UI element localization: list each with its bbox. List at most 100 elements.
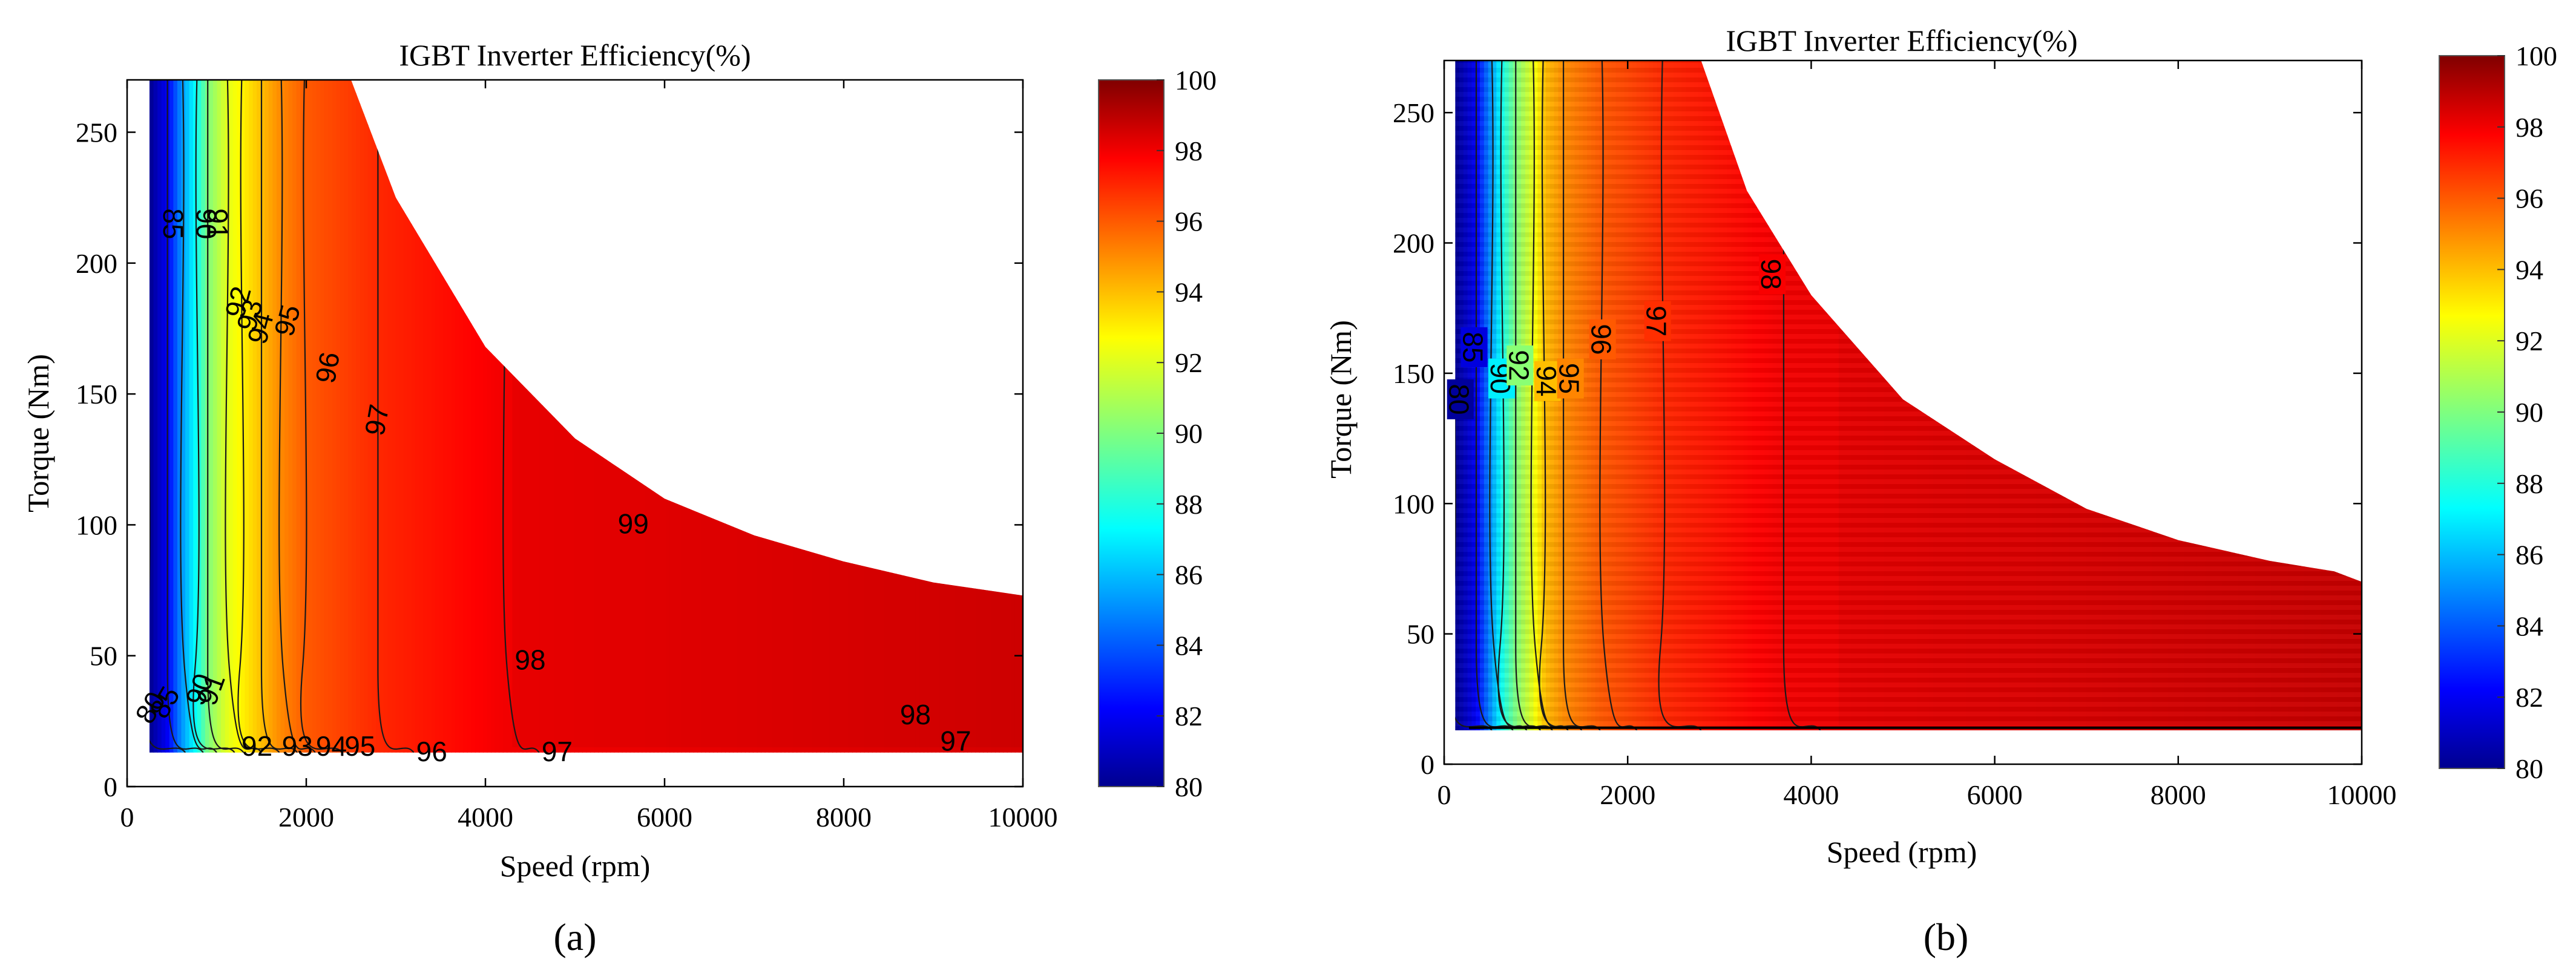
- y-tick-label: 250: [76, 117, 117, 148]
- y-tick-label: 150: [1393, 358, 1434, 389]
- colorbar-tick-label: 82: [2515, 682, 2543, 713]
- colorbar-a: 80 82 84 86 88 90 92 94 96 98 100: [1098, 65, 1217, 802]
- efficiency-band: [268, 80, 274, 753]
- efficiency-band: [316, 80, 321, 753]
- x-tick-label: 8000: [2150, 779, 2206, 810]
- efficiency-band: [367, 80, 373, 753]
- contour-line: [377, 80, 415, 753]
- contour-label: 99: [618, 508, 649, 539]
- contour-label: 92: [1503, 350, 1534, 381]
- efficiency-band: [419, 80, 424, 753]
- efficiency-band: [530, 80, 536, 753]
- contour-label: 98: [514, 644, 545, 675]
- y-tick-label: 0: [1421, 749, 1434, 780]
- efficiency-band: [546, 80, 551, 753]
- y-tick-label: 250: [1393, 97, 1434, 128]
- contour-label-bg: [1644, 301, 1671, 341]
- axes-box-b: [1443, 59, 2363, 765]
- colorbar-tick-label: 92: [1175, 347, 1203, 378]
- contour-label-group: 90: [191, 208, 222, 239]
- efficiency-band: [296, 80, 301, 753]
- contour-label-group: 98: [514, 644, 545, 675]
- contour-label-group: 95: [344, 730, 375, 762]
- efficiency-band: [451, 80, 456, 753]
- x-tick-label: 0: [120, 802, 134, 833]
- efficiency-band: [415, 80, 421, 753]
- contour-label: 95: [344, 730, 375, 762]
- contour-label-group: 98: [1755, 254, 1787, 295]
- contour-label-group: 80: [1444, 379, 1475, 419]
- efficiency-band: [522, 80, 528, 753]
- efficiency-band: [177, 80, 182, 753]
- colorbar-tick-label: 98: [2515, 112, 2543, 143]
- contour-label-group: 96: [309, 350, 346, 385]
- efficiency-band: [502, 80, 508, 753]
- contour-line: [237, 80, 280, 753]
- contour-label: 93: [282, 730, 313, 762]
- y-axis-label-a: Torque (Nm): [21, 354, 55, 512]
- efficiency-band: [403, 80, 409, 753]
- contour-label-group: 94: [316, 730, 347, 762]
- efficiency-band: [173, 80, 178, 753]
- x-tick-label: 6000: [637, 802, 692, 833]
- contour-label: 94: [316, 730, 347, 762]
- contour-label-group: 98: [900, 699, 931, 730]
- efficiency-band: [272, 80, 277, 753]
- efficiency-band: [157, 80, 162, 753]
- efficiency-band: [387, 80, 393, 753]
- efficiency-band: [197, 80, 202, 753]
- efficiency-band: [300, 80, 305, 753]
- contour-label: 98: [900, 699, 931, 730]
- efficiency-band: [276, 80, 281, 753]
- contour-label-group: 94: [1531, 361, 1562, 401]
- efficiency-band: [518, 80, 524, 753]
- colorbar-gradient-b: [2439, 55, 2505, 769]
- efficiency-band: [252, 80, 258, 753]
- efficiency-band: [538, 80, 544, 753]
- efficiency-band: [212, 80, 218, 753]
- efficiency-band: [217, 80, 222, 753]
- efficiency-band: [237, 80, 242, 753]
- contour-label-bg: [1589, 319, 1616, 359]
- colorbar-ticks-a: 80 82 84 86 88 90 92 94 96 98 100: [1157, 65, 1217, 802]
- efficiency-band: [467, 80, 472, 753]
- x-tick-label: 4000: [1783, 779, 1839, 810]
- efficiency-band: [399, 80, 404, 753]
- x-tick-label: 2000: [278, 802, 334, 833]
- y-tick-label: 200: [1393, 228, 1434, 259]
- efficiency-band: [499, 80, 504, 753]
- efficiency-band: [245, 80, 249, 753]
- colorbar-tick-label: 82: [1175, 701, 1203, 732]
- efficiency-band: [320, 80, 325, 753]
- efficiency-band: [542, 80, 547, 753]
- efficiency-band: [264, 80, 269, 753]
- efficiency-band: [482, 80, 488, 753]
- contour-label-group: 97: [1641, 301, 1672, 341]
- efficiency-band: [209, 80, 214, 753]
- efficiency-band: [510, 80, 516, 753]
- x-tick-label: 2000: [1600, 779, 1655, 810]
- efficiency-band: [185, 80, 190, 753]
- contour-label-group: 96: [1586, 319, 1617, 359]
- chart-title-b: IGBT Inverter Efficiency(%): [1726, 24, 2077, 57]
- x-tick-label: 6000: [1967, 779, 2023, 810]
- efficiency-band: [304, 80, 309, 753]
- contour-label: 98: [1755, 259, 1787, 290]
- contour-label-group: 96: [416, 736, 447, 767]
- contour-lines-a: [150, 80, 540, 753]
- contour-label: 90: [191, 208, 222, 239]
- colorbar-ticks-b: 80 82 84 86 88 90 92 94 96 98 100: [2497, 41, 2557, 784]
- contour-label-bg: [1460, 327, 1488, 367]
- colorbar-tick-label: 88: [2515, 468, 2543, 499]
- colorbar-tick-label: 96: [2515, 183, 2543, 214]
- efficiency-band: [260, 80, 266, 753]
- efficiency-band: [527, 80, 531, 753]
- efficiency-band: [372, 80, 376, 753]
- contour-label-group: 85: [157, 208, 189, 239]
- efficiency-band: [324, 80, 329, 753]
- efficiency-band: [280, 80, 286, 753]
- colorbar-tick-label: 94: [2515, 254, 2543, 285]
- contour-line: [207, 80, 245, 753]
